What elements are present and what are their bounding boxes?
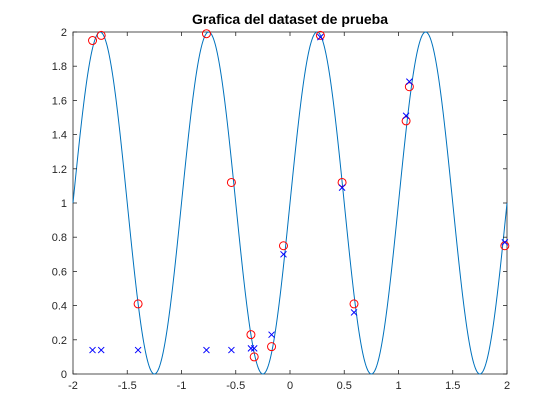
x-marker <box>268 331 275 339</box>
circle-marker <box>315 30 325 40</box>
y-tick-label: 0 <box>61 369 67 381</box>
circle-marker <box>96 30 106 40</box>
x-marker <box>338 184 346 191</box>
x-marker <box>280 250 287 258</box>
x-marker-stroke <box>89 346 96 354</box>
circle-marker <box>249 352 259 362</box>
x-marker-stroke <box>280 250 287 258</box>
x-marker-stroke <box>250 344 258 352</box>
y-tick-label: 2 <box>61 27 67 39</box>
x-marker-stroke <box>501 238 509 246</box>
y-tick-label: 0.8 <box>52 232 67 244</box>
y-tick-label: 0.4 <box>52 301 67 313</box>
x-axis: -2 -1.5 -1 -0.5 0 0.5 1 1.5 2 <box>68 32 510 392</box>
x-tick-label: -0.5 <box>226 380 245 392</box>
circle-marker <box>226 177 236 187</box>
x-marker-stroke <box>228 346 235 354</box>
chart-title: Grafica del dataset de prueba <box>192 11 388 27</box>
curve-line <box>72 31 508 375</box>
x-marker <box>317 33 324 41</box>
x-marker <box>247 344 255 352</box>
x-marker <box>97 346 105 354</box>
x-tick-label: -2 <box>68 380 78 392</box>
x-tick-label: -1.5 <box>118 380 137 392</box>
circle-marker <box>337 177 347 187</box>
y-tick-label: 1.4 <box>52 130 67 142</box>
x-marker-stroke <box>402 112 410 120</box>
x-marker <box>350 309 358 316</box>
circle-marker <box>246 330 256 340</box>
circle-marker <box>404 82 414 92</box>
circle-marker <box>88 36 98 46</box>
x-marker-stroke <box>203 346 210 354</box>
circle-marker <box>267 342 277 352</box>
x-marker-stroke <box>268 331 275 339</box>
marker-layer <box>88 29 510 362</box>
curve-layer <box>72 31 508 375</box>
x-marker <box>203 346 210 354</box>
x-marker-stroke <box>350 309 358 316</box>
x-marker-stroke <box>405 78 413 85</box>
y-tick-label: 1.8 <box>52 61 67 73</box>
y-tick-label: 1 <box>61 198 67 210</box>
x-marker <box>250 344 258 352</box>
y-tick-label: 0.2 <box>52 335 67 347</box>
x-marker <box>501 238 509 246</box>
x-tick-label: 1 <box>395 380 401 392</box>
circle-marker <box>278 241 288 251</box>
x-marker <box>228 346 235 354</box>
circle-marker <box>133 299 143 309</box>
y-tick-label: 0.6 <box>52 266 67 278</box>
y-tick-label: 1.2 <box>52 164 67 176</box>
x-marker-stroke <box>247 344 255 352</box>
x-marker-stroke <box>338 184 346 191</box>
x-marker-stroke <box>134 346 142 354</box>
circle-marker <box>401 116 411 126</box>
x-tick-label: 0.5 <box>337 380 352 392</box>
x-tick-label: 2 <box>504 380 510 392</box>
plot-area: -2 -1.5 -1 -0.5 0 0.5 1 1.5 2 0 0.2 0.4 0.6 0.8 1 1.2 1… <box>52 27 510 392</box>
x-marker-stroke <box>317 33 324 41</box>
x-tick-label: 1.5 <box>445 380 460 392</box>
x-marker <box>402 112 410 120</box>
circle-marker <box>349 299 359 309</box>
circle-marker <box>201 29 211 39</box>
x-marker <box>405 78 413 85</box>
x-marker <box>134 346 142 354</box>
y-axis: 0 0.2 0.4 0.6 0.8 1 1.2 1.4 1.6 1.8 2 <box>52 27 507 381</box>
x-tick-label: 0 <box>287 380 293 392</box>
x-marker-stroke <box>97 346 105 354</box>
x-marker <box>89 346 96 354</box>
y-tick-label: 1.6 <box>52 95 67 107</box>
x-tick-label: -1 <box>177 380 187 392</box>
